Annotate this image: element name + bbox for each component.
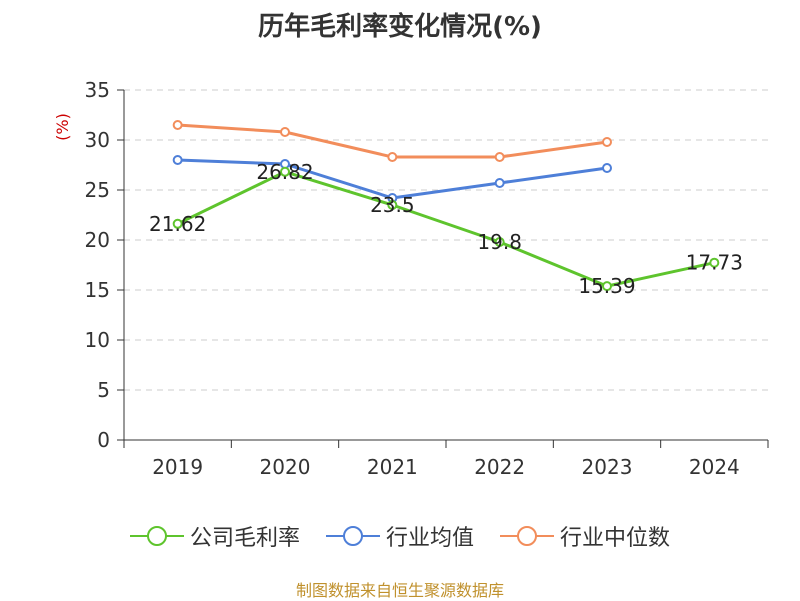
legend-marker-industry-median-icon <box>500 526 554 546</box>
data-label-2022: 19.8 <box>477 230 522 254</box>
x-tick-label-2023: 2023 <box>582 455 633 479</box>
y-tick-label-20: 20 <box>85 228 110 252</box>
data-label-2021: 23.5 <box>370 193 415 217</box>
series-0-point-2020[interactable] <box>280 166 290 177</box>
legend-label-industry-median: 行业中位数 <box>560 526 671 551</box>
y-tick-label-15: 15 <box>85 278 110 302</box>
series-2-point-2019[interactable] <box>172 120 183 130</box>
y-tick-label-35: 35 <box>85 78 110 102</box>
series-1-point-2022[interactable] <box>494 178 505 188</box>
x-tick-label-2024: 2024 <box>689 455 740 479</box>
data-label-2020: 26.82 <box>256 160 313 184</box>
x-tick-label-2022: 2022 <box>474 455 525 479</box>
series-0-point-2021[interactable] <box>387 200 398 210</box>
legend-label-industry-mean: 行业均值 <box>385 526 474 551</box>
data-label-2023: 15.39 <box>578 274 635 298</box>
series-0-point-2019[interactable] <box>172 218 183 229</box>
legend-item-company[interactable]: 公司毛利率 <box>129 520 300 552</box>
series-2-point-2023[interactable] <box>602 137 612 147</box>
x-tick-label-2020: 2020 <box>260 455 311 479</box>
series-0-point-2022[interactable] <box>494 237 505 247</box>
y-axis-label: (%) <box>53 113 72 141</box>
legend-marker-company-icon <box>129 526 184 546</box>
series-0-point-2023[interactable] <box>602 281 612 292</box>
data-label-2019: 21.62 <box>149 212 206 236</box>
x-tick-label-2021: 2021 <box>367 455 418 479</box>
legend-item-industry-mean[interactable]: 行业均值 <box>325 520 474 552</box>
legend-label-company: 公司毛利率 <box>189 526 300 551</box>
series-1-point-2019[interactable] <box>172 155 183 165</box>
y-tick-label-10: 10 <box>85 328 110 352</box>
y-tick-label-0: 0 <box>97 428 110 452</box>
source-note: 制图数据来自恒生聚源数据库 <box>295 581 504 600</box>
y-tick-label-25: 25 <box>85 178 110 202</box>
y-tick-label-5: 5 <box>97 378 110 402</box>
y-tick-label-30: 30 <box>85 128 110 152</box>
series-2-point-2021[interactable] <box>387 152 398 162</box>
data-label-2024: 17.73 <box>686 251 743 275</box>
series-2-point-2022[interactable] <box>494 152 505 162</box>
series-0-point-2024[interactable] <box>709 257 720 268</box>
series-line-0 <box>177 170 715 288</box>
series-1-point-2023[interactable] <box>602 163 612 173</box>
chart-legend: 公司毛利率 行业均值 行业中位数 <box>0 520 800 552</box>
chart-title: 历年毛利率变化情况(%) <box>258 12 542 42</box>
series-2-point-2020[interactable] <box>280 127 290 137</box>
legend-item-industry-median[interactable]: 行业中位数 <box>500 520 670 552</box>
legend-marker-industry-mean-icon <box>325 526 380 546</box>
x-tick-label-2019: 2019 <box>152 455 203 479</box>
